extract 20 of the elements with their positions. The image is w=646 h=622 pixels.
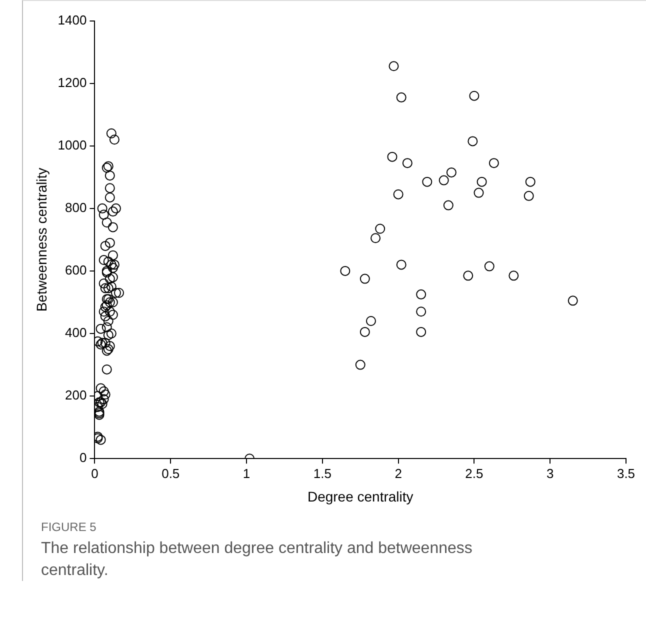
x-tick-label: 1.5 — [313, 466, 332, 481]
x-tick-label: 3.5 — [616, 466, 636, 481]
x-tick-label: 2.5 — [465, 466, 484, 481]
x-tick-label: 0 — [91, 466, 98, 481]
x-tick-label: 2 — [394, 466, 402, 481]
x-tick-label: 1 — [242, 466, 250, 481]
y-tick-label: 1200 — [58, 74, 87, 90]
y-tick-label: 1400 — [58, 12, 87, 28]
y-tick-label: 800 — [65, 200, 87, 216]
y-tick-label: 200 — [65, 388, 87, 403]
x-tick-label: 3 — [546, 466, 554, 481]
y-tick-label: 600 — [65, 262, 87, 278]
x-axis-title: Degree centrality — [307, 488, 414, 504]
text: The relationship between degree centrality and betweenness centrality. — [41, 539, 474, 581]
y-axis-title: Betweenness centrality — [33, 168, 50, 312]
y-tick-label: 0 — [79, 450, 87, 466]
x-tick-label: 0.5 — [162, 466, 180, 481]
y-tick-label: 1000 — [58, 137, 87, 152]
caption: FIGURE 5 — [41, 520, 98, 534]
y-tick-label: 400 — [65, 325, 87, 340]
